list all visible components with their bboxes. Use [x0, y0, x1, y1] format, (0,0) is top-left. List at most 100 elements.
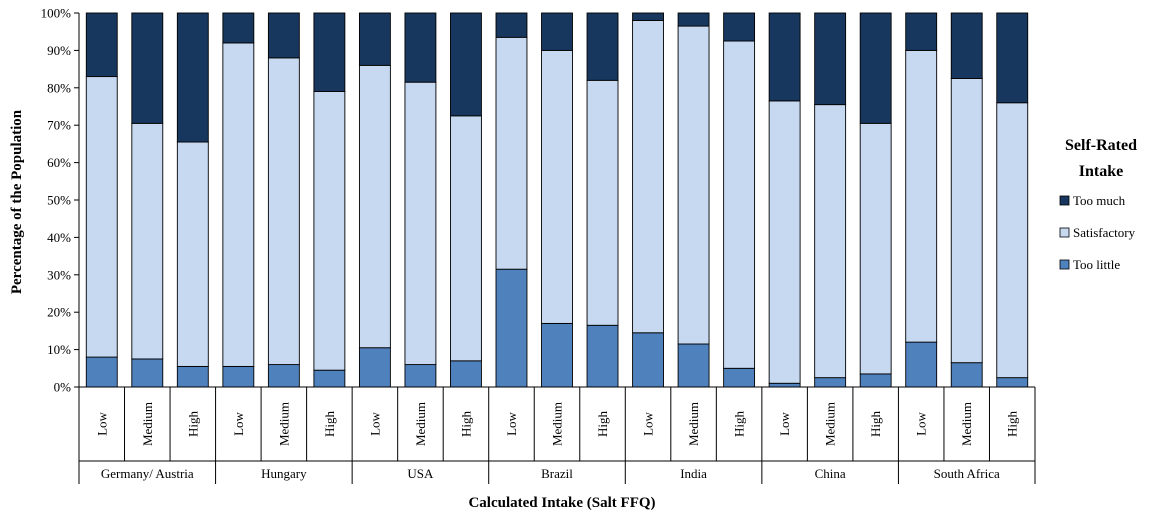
category-label: Medium	[413, 402, 428, 446]
y-tick-label: 10%	[47, 342, 71, 357]
bar-segment	[450, 115, 482, 362]
bar-segment	[495, 268, 528, 388]
bar-segment	[996, 12, 1029, 104]
legend-swatch	[1059, 227, 1070, 238]
category-label: Low	[94, 411, 109, 435]
category-label: Low	[367, 411, 382, 435]
group-label: India	[680, 466, 707, 481]
category-label: High	[322, 411, 337, 438]
bar-segment	[450, 12, 482, 117]
legend-title-line-1: Self-Rated	[1065, 137, 1137, 154]
bar-segment	[586, 79, 619, 326]
bar-segment	[313, 12, 346, 92]
legend-label: Satisfactory	[1073, 225, 1136, 240]
bar-segment	[541, 322, 573, 388]
bar-segment	[632, 20, 664, 334]
group-label: USA	[407, 466, 434, 481]
legend-swatch	[1059, 259, 1070, 270]
category-label: Medium	[959, 402, 974, 446]
bar-segment	[404, 364, 437, 388]
bar-segment	[131, 358, 164, 388]
bar-segment	[131, 12, 164, 124]
group-label: Hungary	[261, 466, 307, 481]
bar-segment	[905, 49, 938, 343]
bar-segment	[768, 12, 801, 102]
category-label: Low	[914, 411, 929, 435]
y-tick-label: 80%	[47, 80, 71, 95]
bar-segment	[632, 332, 664, 388]
bar-segment	[222, 365, 255, 388]
y-tick-label: 70%	[47, 118, 71, 133]
bar-segment	[814, 12, 847, 106]
category-label: Medium	[276, 402, 291, 446]
bar-segment	[358, 347, 391, 388]
bar-segment	[677, 25, 710, 345]
category-label: Low	[504, 411, 519, 435]
category-label: Medium	[550, 402, 565, 446]
group-label: Brazil	[541, 466, 573, 481]
bar-segment	[632, 12, 664, 21]
y-axis: 0% 10% 20% 30% 40% 50% 60% 70% 80% 90% 100%	[41, 6, 80, 395]
bar-segment	[267, 57, 300, 366]
bar-segment	[313, 369, 346, 388]
legend-label: Too much	[1073, 193, 1126, 208]
bar-segment	[267, 364, 300, 388]
bar-segment	[859, 373, 892, 388]
bar-segment	[541, 49, 573, 324]
bar-segment	[677, 12, 710, 27]
category-label: Medium	[140, 402, 155, 446]
bar-segment	[404, 81, 437, 366]
bar-segment	[541, 12, 573, 51]
bar-segment	[495, 12, 528, 38]
category-label: High	[732, 411, 747, 438]
bar-segment	[176, 141, 209, 367]
bar-segment	[222, 42, 255, 367]
bar-segment	[85, 12, 118, 78]
bar-segment	[723, 12, 756, 42]
y-axis-title: Percentage of the Population	[9, 109, 25, 294]
category-label: Medium	[686, 402, 701, 446]
bar-segment	[768, 100, 801, 384]
category-label: Medium	[823, 402, 838, 446]
legend-swatch	[1059, 195, 1070, 206]
category-label: High	[1005, 411, 1020, 438]
category-label: Low	[231, 411, 246, 435]
legend-label: Too little	[1073, 257, 1120, 272]
category-label: Low	[777, 411, 792, 435]
bar-segment	[723, 40, 756, 369]
bar-segment	[905, 341, 938, 388]
group-label: South Africa	[934, 466, 1000, 481]
bar-segment	[495, 36, 528, 270]
y-tick-label: 30%	[47, 267, 71, 282]
bar-segment	[723, 367, 756, 388]
category-label: High	[595, 411, 610, 438]
legend: Self-Rated Intake Too much Satisfactory To…	[1059, 137, 1137, 272]
y-tick-label: 40%	[47, 230, 71, 245]
bar-segment	[85, 76, 118, 358]
legend-title-line-2: Intake	[1079, 163, 1123, 180]
bar-segment	[358, 64, 391, 349]
bar-segment	[586, 324, 619, 388]
y-tick-label: 60%	[47, 155, 71, 170]
bar-segment	[905, 12, 938, 51]
bar-segment	[176, 12, 209, 143]
bar-segment	[950, 362, 983, 388]
group-label: China	[815, 466, 846, 481]
bar-segment	[768, 382, 801, 388]
category-label: High	[868, 411, 883, 438]
y-tick-label: 20%	[47, 305, 71, 320]
y-tick-label: 0%	[54, 380, 72, 395]
x-axis-title: Calculated Intake (Salt FFQ)	[468, 495, 655, 511]
category-label: Low	[641, 411, 656, 435]
category-label: High	[185, 411, 200, 438]
bar-segment	[85, 356, 118, 388]
bar-segment	[586, 12, 619, 81]
category-label: High	[458, 411, 473, 438]
bar-segment	[176, 365, 209, 388]
bars	[85, 12, 1029, 388]
bar-segment	[814, 377, 847, 388]
bar-segment	[859, 12, 892, 124]
bar-segment	[450, 360, 482, 388]
bar-segment	[222, 12, 255, 44]
